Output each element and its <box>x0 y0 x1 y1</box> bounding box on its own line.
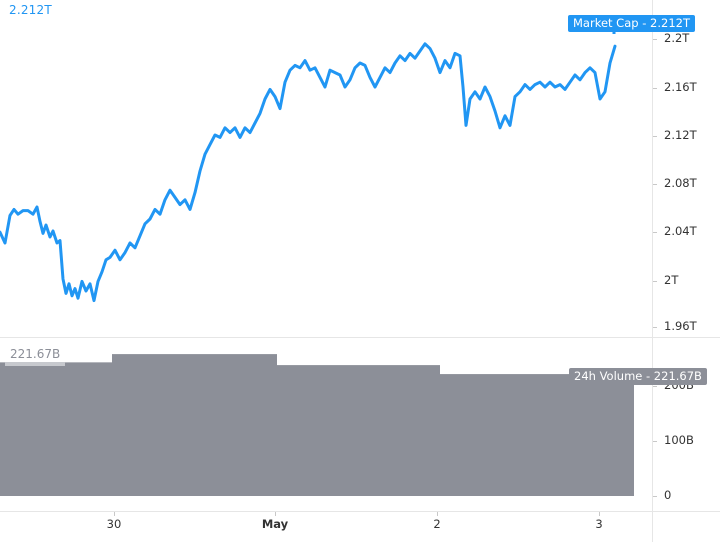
volume-bars <box>0 354 634 496</box>
volume-bar <box>0 362 112 496</box>
price-axis-label: 2.12T <box>664 128 697 142</box>
volume-axis-ticks <box>653 386 657 497</box>
price-axis-label: 2T <box>664 273 679 287</box>
volume-axis-label: 100B <box>664 433 694 447</box>
volume-price-tag: 24h Volume - 221.67B <box>569 368 707 385</box>
price-axis-label: 2.16T <box>664 80 697 94</box>
market-cap-legend-value: 2.212T <box>9 3 52 17</box>
market-cap-line <box>0 42 617 303</box>
volume-bar <box>112 354 277 496</box>
market-cap-price-tag: Market Cap - 2.212T <box>568 15 695 32</box>
volume-legend-underline <box>5 362 65 366</box>
time-axis-ticks <box>114 512 600 516</box>
price-axis-ticks <box>653 39 657 328</box>
price-axis-label: 2.08T <box>664 176 697 190</box>
time-axis-label: 30 <box>106 517 122 531</box>
volume-legend-value: 221.67B <box>9 347 62 361</box>
price-axis-label: 1.96T <box>664 319 697 333</box>
price-axis-label: 2.2T <box>664 31 690 45</box>
price-axis-label: 2.04T <box>664 224 697 238</box>
time-axis-label: 3 <box>595 517 603 531</box>
volume-axis-label: 0 <box>664 488 672 502</box>
time-axis-label: May <box>261 517 289 531</box>
volume-bar <box>277 365 440 496</box>
time-axis-label: 2 <box>433 517 441 531</box>
volume-bar <box>440 374 634 496</box>
